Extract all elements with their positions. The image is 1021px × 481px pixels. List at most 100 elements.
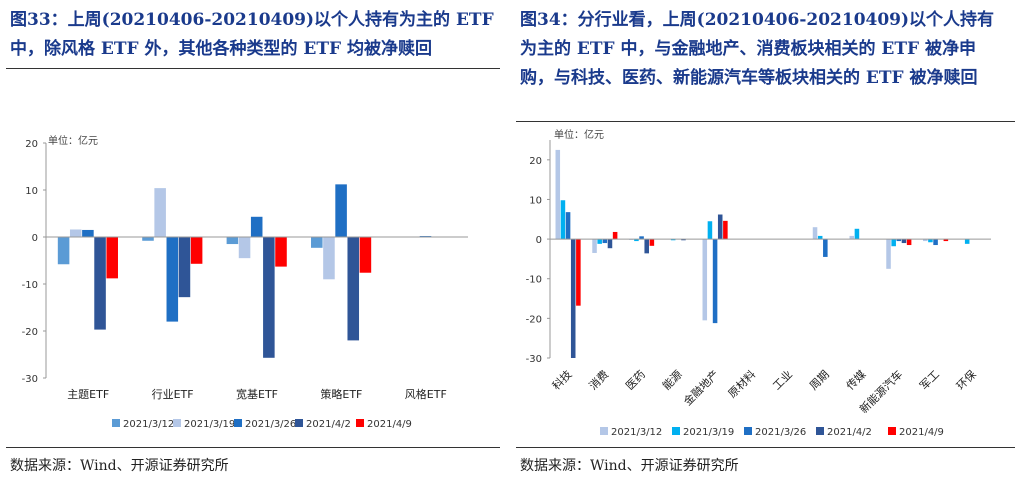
x-category-label: 科技 bbox=[549, 367, 574, 392]
legend-swatch bbox=[295, 419, 303, 427]
x-category-label: 医药 bbox=[623, 368, 648, 393]
y-tick-label: 10 bbox=[529, 195, 542, 206]
bar bbox=[94, 237, 106, 330]
x-category-label: 原材料 bbox=[725, 367, 758, 400]
bar bbox=[670, 239, 676, 241]
bar bbox=[565, 212, 571, 240]
legend-label: 2021/4/9 bbox=[367, 419, 412, 430]
bar bbox=[576, 239, 581, 306]
bar bbox=[817, 235, 823, 240]
right-bottom-rule bbox=[516, 447, 1015, 448]
bar bbox=[250, 216, 263, 237]
x-category-label: 军工 bbox=[917, 368, 942, 393]
left-top-rule bbox=[6, 68, 500, 69]
bar bbox=[644, 239, 649, 254]
bar bbox=[555, 149, 561, 240]
bar bbox=[142, 237, 154, 241]
bar bbox=[335, 184, 347, 237]
right-top-rule bbox=[516, 121, 1015, 122]
x-category-label: 主题ETF bbox=[67, 388, 109, 401]
y-tick-label: -10 bbox=[22, 280, 38, 291]
bar bbox=[964, 239, 970, 244]
legend-swatch bbox=[816, 427, 824, 435]
left-figure-panel: 图33：上周(20210406-20210409)以个人持有为主的 ETF 中，… bbox=[6, 0, 500, 481]
bar bbox=[681, 239, 686, 241]
bar bbox=[275, 237, 287, 267]
bar bbox=[712, 239, 718, 324]
legend-swatch bbox=[173, 419, 181, 427]
legend-label: 2021/3/26 bbox=[245, 419, 296, 430]
y-tick-label: -10 bbox=[526, 275, 542, 286]
bar bbox=[602, 239, 608, 244]
x-category-label: 周期 bbox=[807, 368, 832, 393]
bar bbox=[896, 239, 902, 242]
bar bbox=[106, 237, 118, 279]
y-tick-label: 10 bbox=[25, 186, 38, 197]
bar bbox=[901, 239, 907, 244]
legend-swatch bbox=[888, 427, 896, 435]
x-category-label: 能源 bbox=[659, 367, 684, 392]
y-tick-label: 20 bbox=[529, 156, 542, 167]
bar bbox=[359, 237, 372, 273]
bar bbox=[943, 239, 949, 242]
left-bar-chart: 单位：亿元 -30 -20 -10 0 10 20 主题ETF 行业ETF 宽基ETF 策略ETF 风… bbox=[22, 134, 468, 430]
bar bbox=[323, 237, 335, 280]
bar bbox=[639, 236, 644, 240]
legend-label: 2021/3/12 bbox=[123, 419, 174, 430]
y-tick-label: -30 bbox=[526, 354, 542, 365]
bar bbox=[891, 239, 896, 247]
legend-label: 2021/3/12 bbox=[611, 427, 662, 438]
bar bbox=[723, 220, 728, 240]
legend-swatch bbox=[672, 427, 680, 435]
bar bbox=[849, 235, 855, 240]
legend-swatch bbox=[744, 427, 752, 435]
left-figure-title: 图33：上周(20210406-20210409)以个人持有为主的 ETF 中，… bbox=[10, 10, 494, 59]
legend-swatch bbox=[600, 427, 608, 435]
legend-swatch bbox=[356, 419, 364, 427]
bar bbox=[347, 237, 360, 341]
bar bbox=[57, 237, 70, 265]
bar bbox=[607, 239, 613, 249]
x-category-label: 宽基ETF bbox=[236, 387, 278, 401]
bar bbox=[906, 239, 912, 246]
bar bbox=[154, 188, 166, 237]
unit-label: 单位：亿元 bbox=[554, 128, 604, 141]
bar bbox=[238, 237, 251, 259]
bar bbox=[702, 239, 708, 321]
right-figure-title: 图34：分行业看，上周(20210406-20210409)以个人持有为主的 E… bbox=[520, 10, 995, 88]
bar bbox=[69, 229, 82, 237]
bar bbox=[82, 229, 94, 237]
bar bbox=[597, 239, 602, 244]
bar bbox=[854, 228, 860, 240]
y-tick-label: 0 bbox=[536, 235, 542, 246]
x-category-label: 工业 bbox=[770, 368, 795, 393]
bar bbox=[263, 237, 275, 358]
bar bbox=[560, 200, 566, 240]
bar bbox=[933, 239, 938, 246]
bar bbox=[226, 237, 239, 245]
unit-label: 单位：亿元 bbox=[48, 134, 98, 147]
bar bbox=[190, 237, 203, 264]
legend-label: 2021/4/2 bbox=[306, 419, 351, 430]
legend-label: 2021/4/2 bbox=[827, 427, 872, 438]
x-category-label: 行业ETF bbox=[152, 388, 194, 401]
bar bbox=[717, 214, 723, 240]
x-category-label: 金融地产 bbox=[680, 367, 721, 408]
bar bbox=[166, 237, 179, 322]
legend-label: 2021/3/19 bbox=[184, 419, 235, 430]
y-tick-label: -20 bbox=[526, 314, 542, 325]
y-tick-label: 20 bbox=[25, 139, 38, 150]
bar bbox=[311, 237, 323, 248]
right-source-note: 数据来源：Wind、开源证券研究所 bbox=[520, 458, 739, 474]
x-category-label: 消费 bbox=[586, 367, 611, 392]
legend-swatch bbox=[234, 419, 242, 427]
bar bbox=[707, 221, 713, 240]
x-category-label: 传媒 bbox=[844, 368, 869, 393]
bar bbox=[928, 239, 933, 243]
bar bbox=[592, 239, 597, 253]
x-category-label: 环保 bbox=[953, 367, 978, 392]
left-bottom-rule bbox=[6, 447, 500, 448]
legend-swatch bbox=[112, 419, 120, 427]
bar bbox=[649, 239, 655, 246]
